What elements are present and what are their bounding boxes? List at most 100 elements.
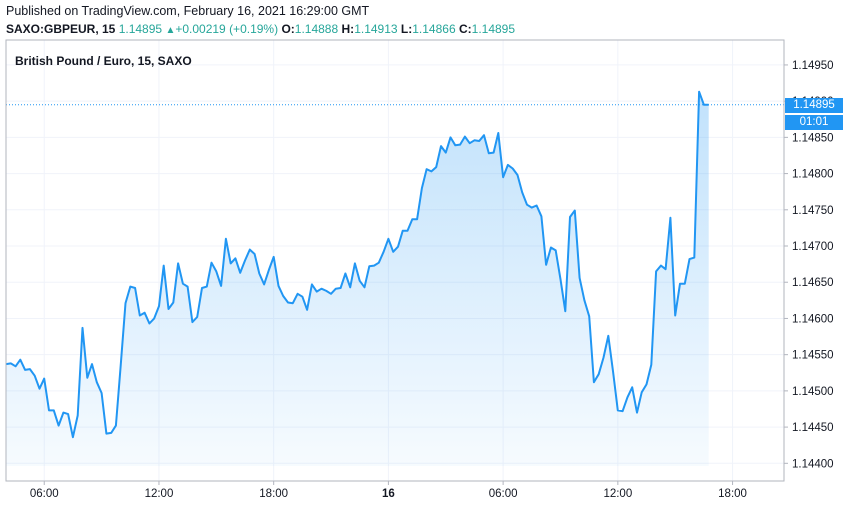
price-point <box>373 265 375 267</box>
price-point <box>622 410 624 412</box>
y-tick-label: 1.14600 <box>792 313 834 325</box>
y-tick-label: 1.14400 <box>792 458 834 470</box>
price-point <box>464 136 466 138</box>
price-point <box>598 373 600 375</box>
price-point <box>536 205 538 207</box>
price-point <box>660 265 662 267</box>
price-point <box>507 164 509 166</box>
x-tick-label: 06:00 <box>489 488 518 500</box>
price-point <box>455 145 457 147</box>
price-point <box>306 309 308 311</box>
price-point <box>330 293 332 295</box>
symbol-label: SAXO:GBPEUR, 15 <box>6 22 116 36</box>
price-point <box>120 365 122 367</box>
price-point <box>43 378 45 380</box>
price-point <box>345 273 347 275</box>
countdown-tag: 01:01 <box>785 114 843 130</box>
price-point <box>139 315 141 317</box>
price-point <box>311 284 313 286</box>
y-tick-label: 1.14800 <box>792 169 834 181</box>
price-point <box>67 413 69 415</box>
price-point <box>316 291 318 293</box>
price-point <box>340 287 342 289</box>
price-point <box>187 286 189 288</box>
price-point <box>335 288 337 290</box>
price-point <box>20 359 22 361</box>
price-point <box>565 310 567 312</box>
price-point <box>163 265 165 267</box>
price-point <box>39 388 41 390</box>
price-point <box>239 272 241 274</box>
price-point <box>87 377 89 379</box>
price-point <box>498 132 500 134</box>
price-point <box>24 369 26 371</box>
price-point <box>526 204 528 206</box>
price-point <box>364 287 366 289</box>
price-point <box>545 264 547 266</box>
y-tick-label: 1.14950 <box>792 60 834 72</box>
price-point <box>684 283 686 285</box>
price-point <box>254 253 256 255</box>
price-point <box>29 368 31 370</box>
price-point <box>392 251 394 253</box>
price-point <box>48 410 50 412</box>
low-value: 1.14866 <box>412 22 456 36</box>
price-point <box>416 218 418 220</box>
price-point <box>273 256 275 258</box>
price-point <box>402 230 404 232</box>
price-point <box>63 412 65 414</box>
price-point <box>211 262 213 264</box>
x-tick-label: 06:00 <box>30 488 59 500</box>
price-point <box>593 381 595 383</box>
price-point <box>349 287 351 289</box>
price-point <box>278 285 280 287</box>
y-tick-label: 1.14650 <box>792 277 834 289</box>
high-label: H: <box>341 22 355 36</box>
price-point <box>617 410 619 412</box>
price-point <box>641 392 643 394</box>
last-price-tag: 1.14895 <box>785 97 843 113</box>
price-point <box>383 251 385 253</box>
price-point <box>173 302 175 304</box>
price-point <box>450 137 452 139</box>
y-tick-label: 1.14700 <box>792 241 834 253</box>
price-point <box>378 262 380 264</box>
price-point <box>153 318 155 320</box>
price-point <box>517 174 519 176</box>
price-point <box>627 397 629 399</box>
price-point <box>77 415 79 417</box>
price-point <box>259 273 261 275</box>
price-point <box>426 168 428 170</box>
close-label: C: <box>458 22 472 36</box>
price-point <box>445 152 447 154</box>
price-point <box>101 392 103 394</box>
price-point <box>521 192 523 194</box>
price-point <box>302 296 304 298</box>
price-point <box>655 271 657 273</box>
price-point <box>555 250 557 252</box>
y-tick-label: 1.14850 <box>792 132 834 144</box>
price-point <box>631 387 633 389</box>
price-point <box>182 283 184 285</box>
price-point <box>130 286 132 288</box>
price-point <box>115 425 117 427</box>
high-value: 1.14913 <box>354 22 398 36</box>
price-point <box>206 286 208 288</box>
price-point <box>72 436 74 438</box>
price-point <box>134 287 136 289</box>
price-point <box>670 217 672 219</box>
price-point <box>354 263 356 265</box>
price-point <box>235 258 237 260</box>
price-point <box>91 363 93 365</box>
price-point <box>5 363 7 365</box>
quote-line: SAXO:GBPEUR, 15 1.14895 ▲+0.00219 (+0.19… <box>6 22 515 36</box>
price-point <box>369 266 371 268</box>
price-point <box>244 260 246 262</box>
open-value: 1.14888 <box>294 22 339 36</box>
price-point <box>249 249 251 251</box>
price-point <box>287 302 289 304</box>
price-point <box>10 363 12 365</box>
y-tick-label: 1.14500 <box>792 386 834 398</box>
price-point <box>110 432 112 434</box>
